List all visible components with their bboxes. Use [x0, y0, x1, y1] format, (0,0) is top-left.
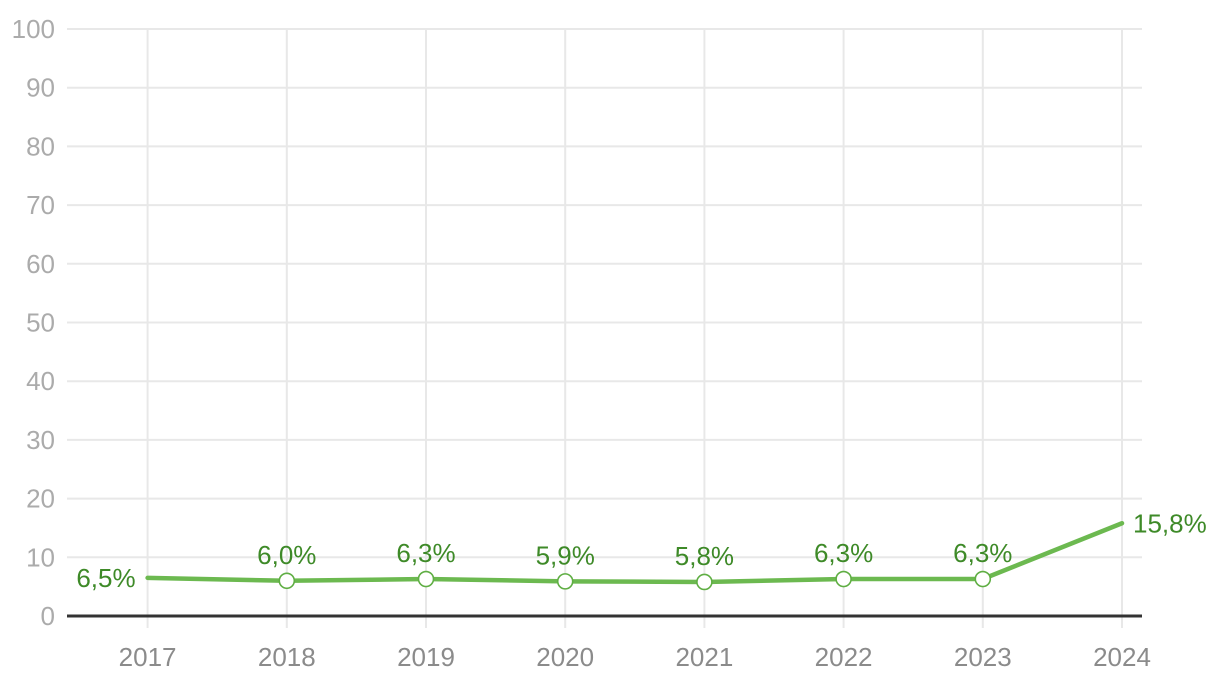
data-point-label: 6,3%: [953, 538, 1012, 568]
data-point-label: 15,8%: [1133, 508, 1207, 538]
y-axis-tick-label: 10: [26, 542, 55, 572]
data-point-marker: [974, 570, 992, 588]
data-point-label: 6,3%: [814, 538, 873, 568]
x-axis-tick-label: 2024: [1093, 642, 1151, 672]
data-point-label: 6,0%: [257, 540, 316, 570]
data-point-label: 6,3%: [396, 538, 455, 568]
data-point-marker: [278, 572, 296, 590]
x-axis-tick-label: 2018: [258, 642, 316, 672]
data-point-marker: [556, 573, 574, 590]
x-axis-tick-label: 2021: [675, 642, 733, 672]
series-line: [145, 521, 1125, 585]
y-axis-tick-label: 60: [26, 249, 55, 279]
y-axis-tick-label: 20: [26, 484, 55, 514]
data-point-label: 5,8%: [675, 541, 734, 571]
y-axis-tick-label: 90: [26, 73, 55, 103]
x-axis-tick-label: 2020: [536, 642, 594, 672]
x-axis-tick-label: 2019: [397, 642, 455, 672]
y-axis-tick-label: 70: [26, 190, 55, 220]
data-point-marker: [417, 570, 435, 588]
data-point-marker: [696, 573, 713, 591]
y-axis-tick-label: 80: [26, 131, 55, 161]
y-axis-tick-label: 0: [41, 601, 55, 631]
y-axis-tick-label: 30: [26, 425, 55, 455]
x-axis-tick-label: 2017: [119, 642, 177, 672]
x-axis-tick-label: 2022: [815, 642, 873, 672]
x-axis-tick-label: 2023: [954, 642, 1012, 672]
data-point-label: 5,9%: [536, 540, 595, 570]
y-axis-tick-label: 40: [26, 366, 55, 396]
data-point-label: 6,5%: [76, 563, 135, 593]
data-point-marker: [835, 570, 852, 588]
y-axis-tick-label: 50: [26, 308, 55, 338]
y-axis-tick-label: 100: [12, 14, 55, 44]
